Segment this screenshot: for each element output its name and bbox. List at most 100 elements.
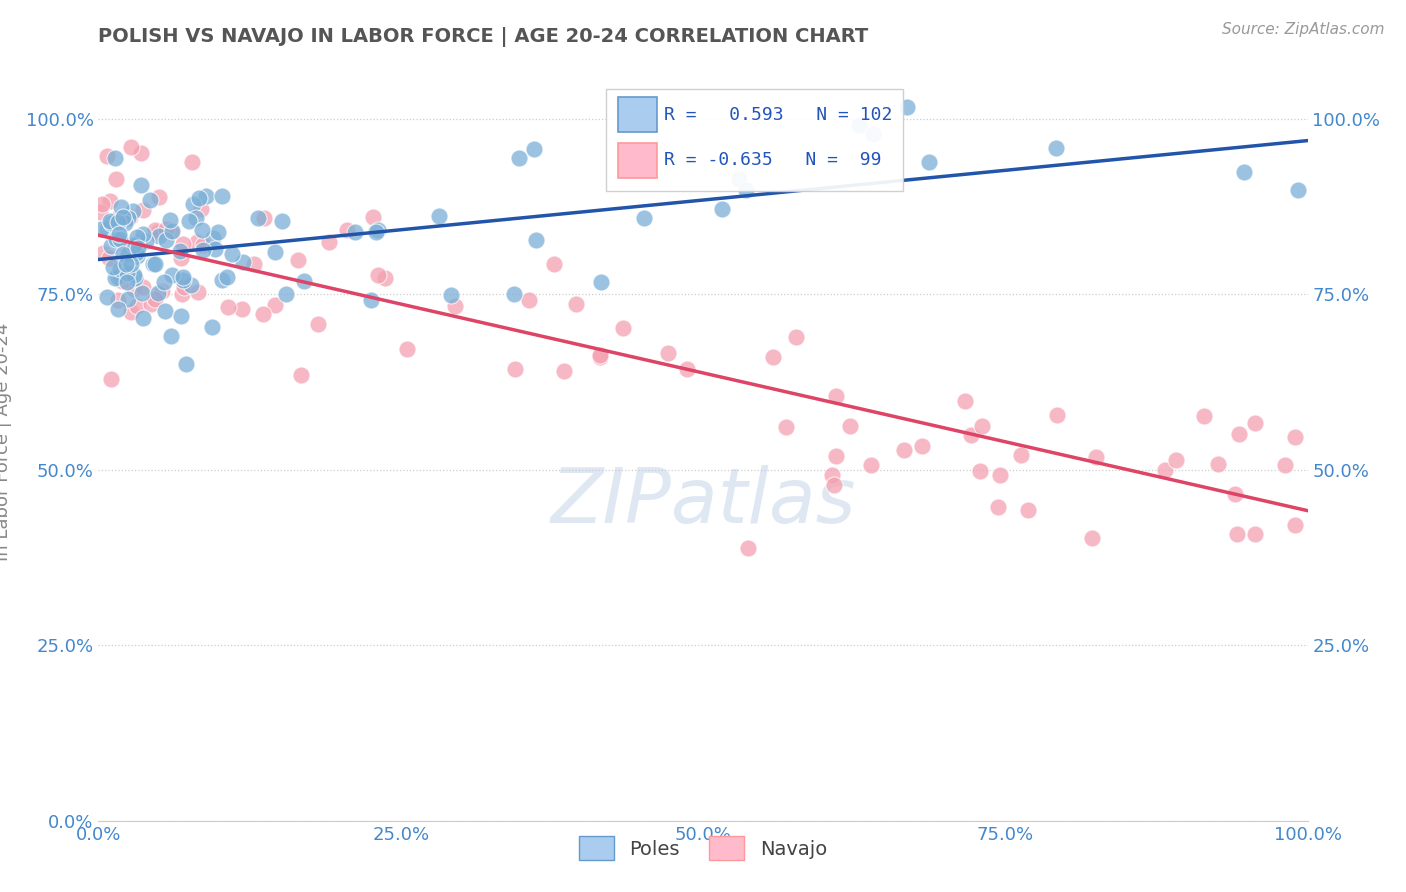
Point: [90, 221, 112, 235]
Point: [128, 235, 150, 250]
Point: [1194, 409, 1216, 424]
Point: [110, 232, 132, 246]
Point: [630, 154, 652, 169]
Point: [657, 346, 679, 360]
Point: [120, 210, 142, 224]
Point: [1226, 527, 1249, 541]
Point: [243, 257, 266, 271]
Point: [186, 235, 208, 250]
Point: [287, 252, 309, 267]
Point: [172, 236, 194, 251]
Point: [114, 216, 136, 230]
Point: [143, 222, 166, 236]
Point: [111, 246, 134, 260]
Point: [98, 194, 121, 208]
Point: [127, 241, 149, 255]
Point: [125, 299, 148, 313]
Point: [361, 210, 384, 224]
Point: [517, 293, 540, 308]
Point: [122, 204, 145, 219]
Point: [131, 202, 153, 217]
Point: [170, 286, 193, 301]
Point: [107, 269, 129, 284]
Point: [169, 309, 191, 323]
Point: [180, 277, 202, 292]
Point: [141, 297, 163, 311]
Point: [115, 266, 138, 280]
Point: [953, 393, 976, 408]
Point: [825, 449, 848, 463]
Point: [117, 247, 139, 261]
Point: [211, 273, 233, 287]
Point: [427, 209, 450, 223]
Point: [107, 293, 129, 308]
Point: [100, 372, 122, 386]
Point: [195, 189, 218, 203]
Point: [148, 228, 170, 243]
Point: [893, 442, 915, 457]
Point: [232, 255, 254, 269]
Point: [100, 239, 122, 253]
Point: [988, 467, 1011, 482]
Point: [111, 210, 134, 224]
Point: [107, 215, 129, 229]
Point: [153, 304, 176, 318]
Point: [111, 274, 134, 288]
Point: [104, 271, 127, 285]
Point: [207, 225, 229, 239]
Point: [247, 211, 270, 226]
Point: [190, 202, 212, 216]
FancyBboxPatch shape: [619, 143, 657, 178]
Point: [120, 139, 142, 153]
Point: [820, 468, 842, 483]
Point: [505, 362, 527, 376]
Point: [100, 216, 122, 230]
Point: [675, 362, 697, 376]
Point: [503, 286, 526, 301]
Point: [775, 420, 797, 434]
Point: [1243, 417, 1265, 431]
Point: [173, 279, 195, 293]
Point: [191, 238, 214, 252]
Point: [292, 274, 315, 288]
Point: [135, 234, 157, 248]
Point: [148, 190, 170, 204]
Point: [160, 268, 183, 282]
Point: [155, 233, 177, 247]
Point: [564, 297, 586, 311]
Point: [911, 438, 934, 452]
Point: [160, 224, 183, 238]
Point: [131, 286, 153, 301]
Point: [124, 268, 146, 283]
Point: [139, 193, 162, 207]
Point: [125, 245, 148, 260]
Point: [143, 257, 166, 271]
Point: [91, 246, 114, 260]
Point: [360, 293, 382, 308]
Point: [318, 235, 340, 250]
Point: [444, 299, 467, 313]
Point: [132, 311, 155, 326]
Point: [735, 183, 758, 197]
Point: [120, 257, 142, 271]
Point: [120, 304, 142, 318]
Text: R = -0.635   N =  99: R = -0.635 N = 99: [664, 152, 882, 169]
Point: [917, 155, 939, 169]
Point: [201, 320, 224, 334]
Point: [336, 223, 359, 237]
Point: [143, 292, 166, 306]
Point: [271, 213, 294, 227]
Point: [543, 257, 565, 271]
Point: [108, 261, 131, 276]
Point: [98, 251, 121, 265]
Point: [553, 364, 575, 378]
Point: [104, 171, 127, 186]
Point: [728, 172, 751, 186]
Point: [987, 500, 1010, 514]
Point: [612, 321, 634, 335]
Point: [215, 270, 238, 285]
Point: [159, 212, 181, 227]
Point: [1206, 457, 1229, 471]
Point: [221, 247, 243, 261]
Point: [960, 427, 983, 442]
